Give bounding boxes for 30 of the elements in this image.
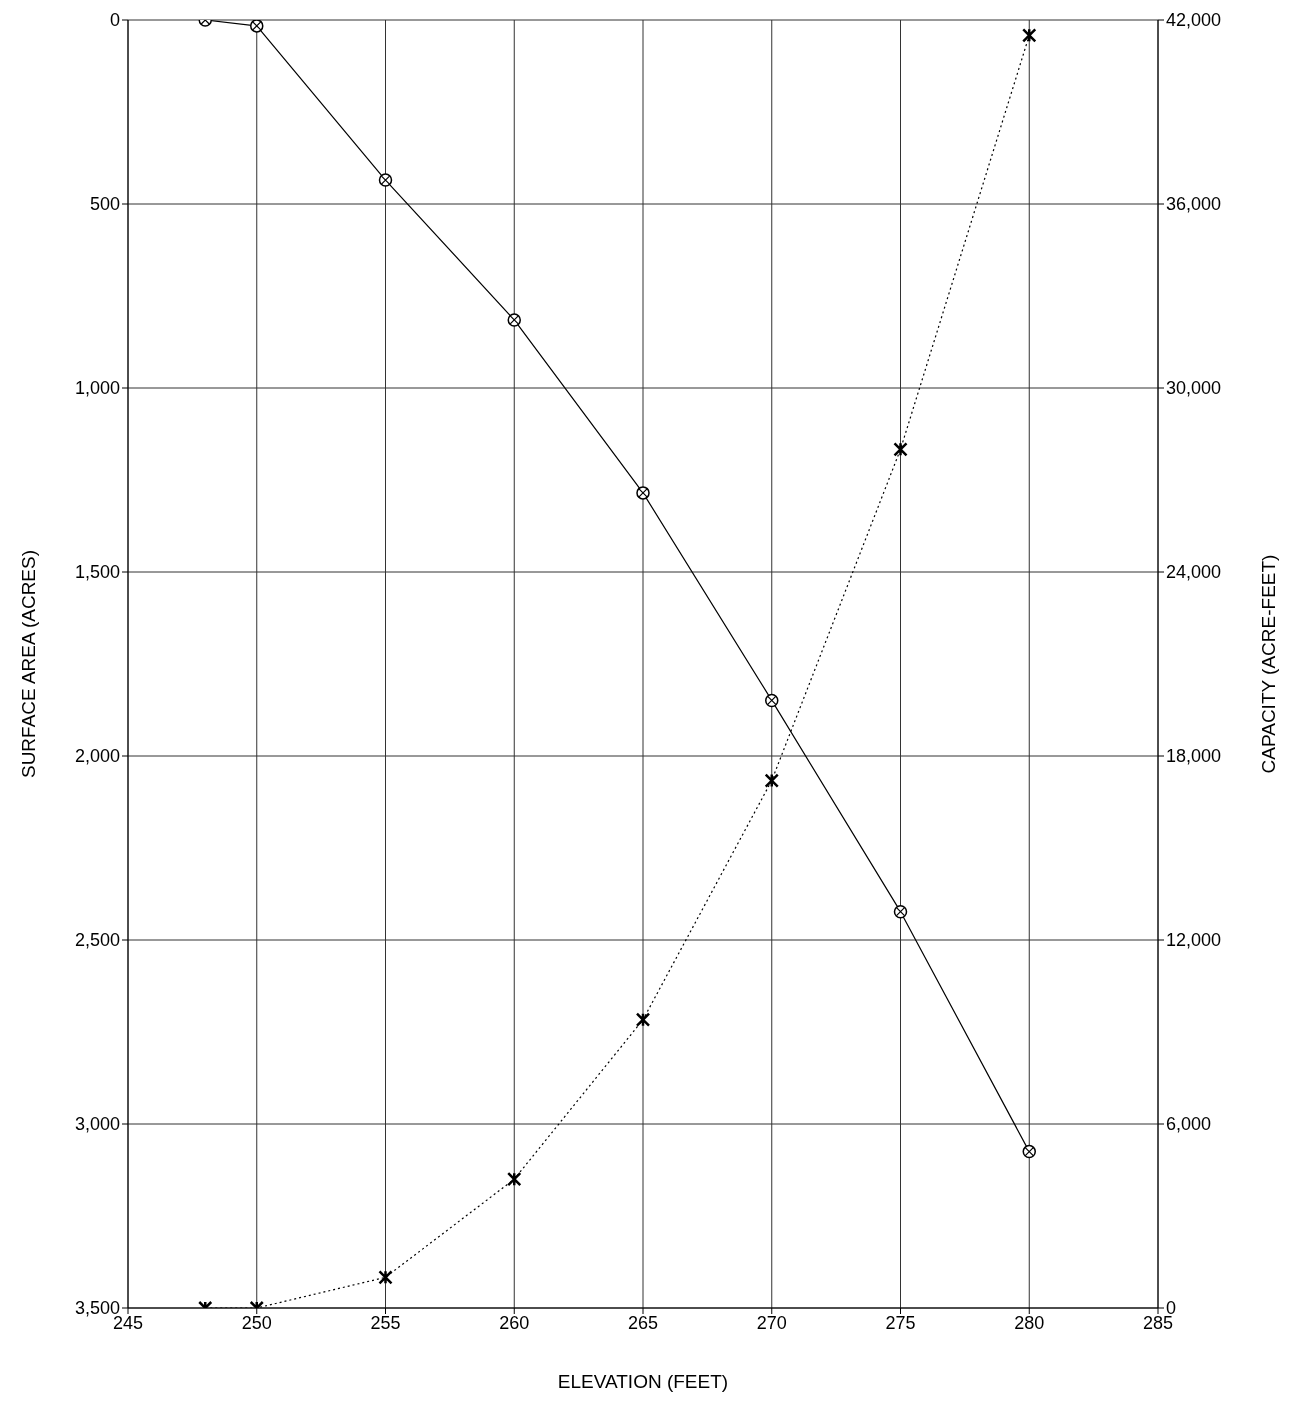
- y-tick-label: 1,500: [74, 562, 120, 583]
- point: [1022, 28, 1037, 43]
- y-tick-label: 1,000: [74, 378, 120, 399]
- point: [893, 442, 908, 457]
- y2-tick-label: 18,000: [1166, 746, 1222, 767]
- x-tick-label: 260: [499, 1312, 530, 1333]
- x-tick-label: 255: [370, 1312, 401, 1333]
- x-axis-title: ELEVATION (FEET): [557, 1371, 729, 1392]
- x-tick-label: 250: [241, 1312, 272, 1333]
- y-tick-label: 0: [109, 10, 120, 31]
- y2-axis-title: CAPACITY (ACRE-FEET): [1257, 554, 1279, 774]
- y2-tick-label: 12,000: [1166, 930, 1222, 951]
- x-tick-label: 275: [885, 1312, 916, 1333]
- y-tick-label: 2,000: [74, 746, 120, 767]
- x-tick-label: 280: [1014, 1312, 1045, 1333]
- point: [507, 1171, 522, 1187]
- y2-tick-label: 42,000: [1166, 10, 1222, 31]
- y-tick-label: 2,500: [74, 930, 120, 951]
- y2-tick-label: 30,000: [1166, 378, 1222, 399]
- x-tick-label: 265: [627, 1312, 659, 1333]
- y2-tick-label: 6,000: [1166, 1114, 1212, 1135]
- y2-tick-label: 36,000: [1166, 194, 1222, 215]
- y-tick-label: 500: [89, 194, 120, 215]
- y-axis-title: SURFACE AREA (ACRES): [17, 549, 39, 779]
- point: [378, 1270, 393, 1285]
- y2-tick-label: 24,000: [1166, 562, 1222, 583]
- point: [764, 773, 779, 788]
- y-tick-label: 3,000: [74, 1114, 120, 1135]
- x-tick-label: 270: [756, 1312, 787, 1333]
- point: [635, 1012, 651, 1027]
